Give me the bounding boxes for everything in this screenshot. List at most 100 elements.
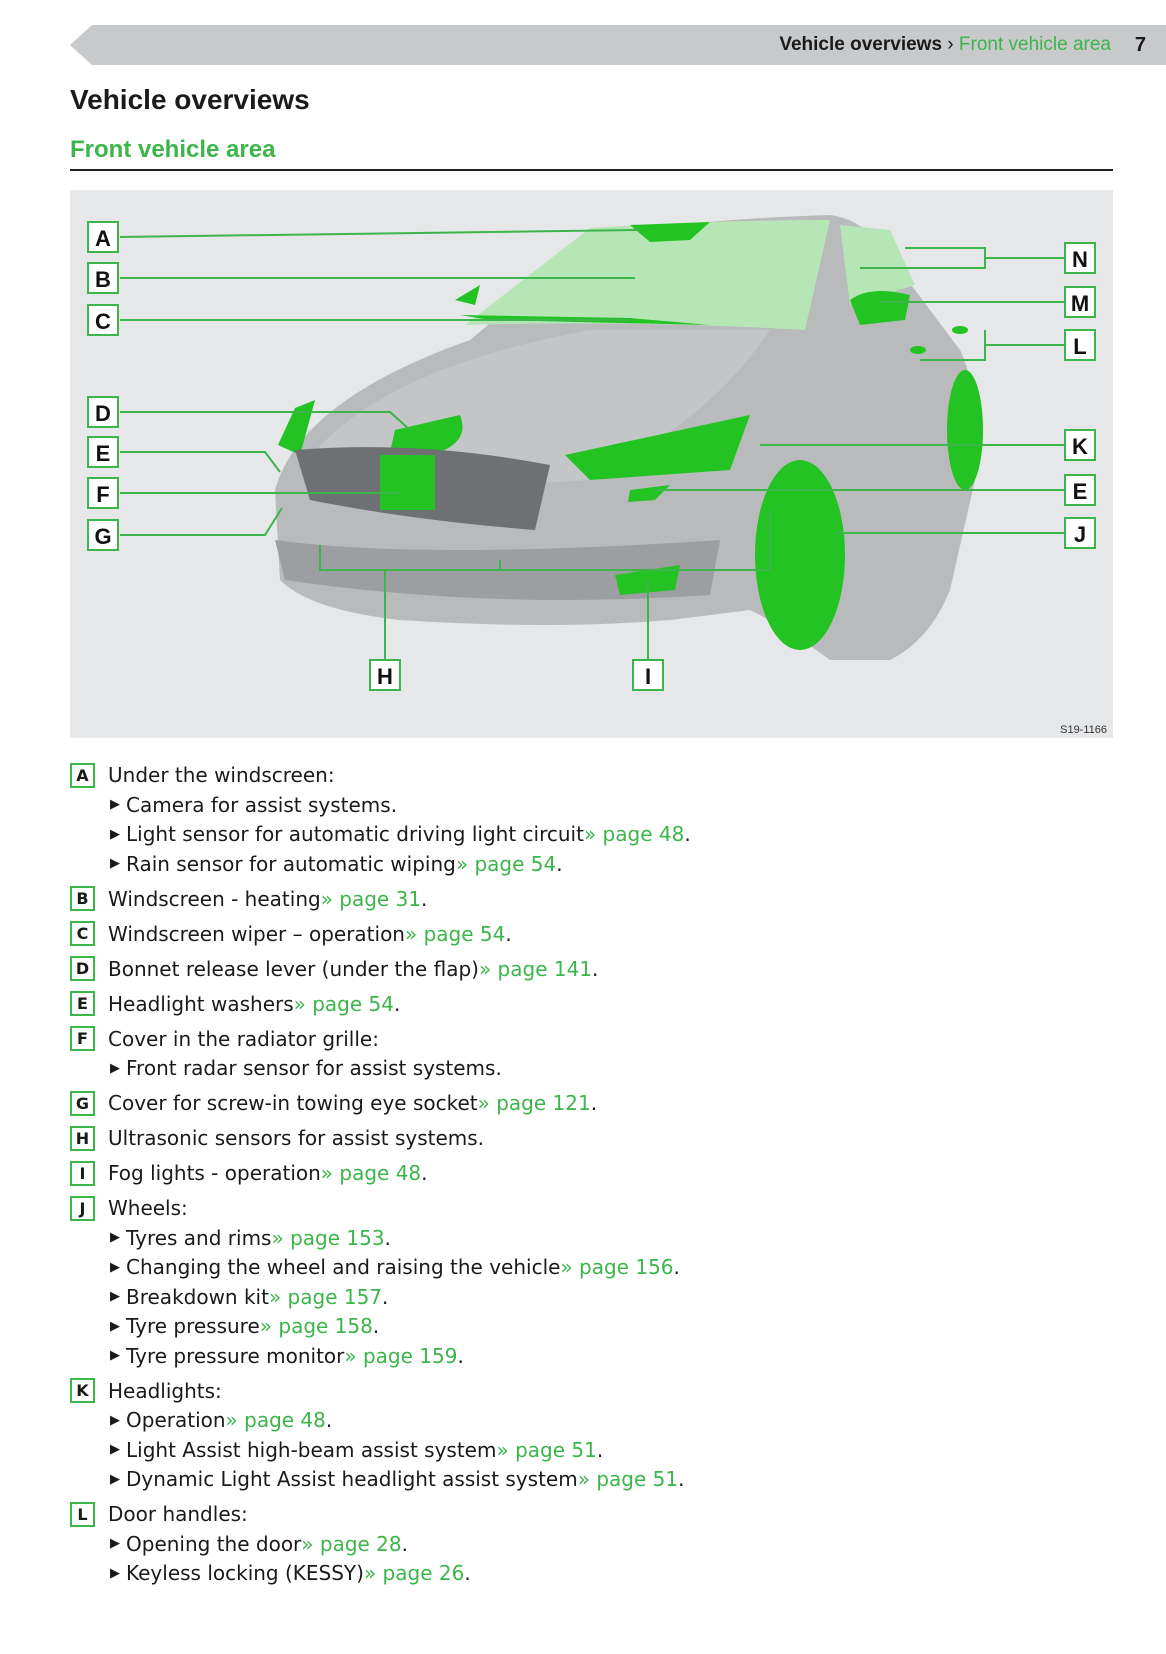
- letter-badge: H: [70, 1125, 95, 1151]
- bullet-triangle-icon: ▶: [110, 826, 120, 842]
- svg-text:E: E: [1073, 479, 1088, 504]
- breadcrumb-section[interactable]: Vehicle overviews: [779, 34, 943, 55]
- item-text: Headlights:: [108, 1378, 222, 1403]
- bullet-triangle-icon: ▶: [110, 1318, 120, 1334]
- page-link[interactable]: » page 51: [577, 1467, 679, 1492]
- punctuation: .: [678, 1467, 685, 1492]
- item-text: Tyre pressure monitor: [126, 1343, 345, 1368]
- punctuation: .: [457, 1343, 464, 1368]
- legend-item: F Cover in the radiator grille:: [70, 1024, 1070, 1054]
- legend-subitem: ▶ Keyless locking (KESSY)» page 26.: [70, 1559, 1070, 1589]
- legend-item: G Cover for screw-in towing eye socket » …: [70, 1088, 1070, 1118]
- callout-F: F: [87, 477, 119, 509]
- door-handle-highlight: [952, 326, 968, 334]
- legend-subitem: ▶ Opening the door » page 28.: [70, 1529, 1070, 1559]
- page-link[interactable]: » page 121: [477, 1091, 591, 1115]
- page-link[interactable]: » page 54: [455, 851, 557, 876]
- page-link[interactable]: » page 51: [496, 1437, 597, 1462]
- letter-badge: B: [70, 886, 95, 911]
- legend-item: A Under the windscreen:: [70, 760, 1070, 790]
- letter-badge: D: [70, 956, 95, 981]
- svg-text:B: B: [95, 267, 111, 292]
- callout-C: C: [87, 304, 119, 336]
- legend-subitem: ▶ Tyres and rims » page 153.: [70, 1223, 1070, 1253]
- item-text: Windscreen wiper – operation: [108, 921, 405, 946]
- rear-wheel-highlight: [947, 370, 983, 490]
- punctuation: .: [382, 1284, 389, 1309]
- figure-id: S19-1166: [1060, 724, 1107, 736]
- punctuation: .: [464, 1561, 471, 1586]
- item-text: Tyre pressure: [126, 1314, 260, 1339]
- page-link[interactable]: » page 48: [225, 1408, 326, 1433]
- section-title: Front vehicle area: [70, 136, 276, 163]
- page-link[interactable]: » page 157: [268, 1284, 383, 1309]
- callouts: A B C D E F G N M L K E J H I: [87, 221, 1096, 691]
- car-drawing: A B C D E F G N M L K E J H I: [87, 215, 1096, 691]
- letter-badge: I: [70, 1160, 95, 1186]
- legend-item: L Door handles:: [70, 1499, 1070, 1529]
- callout-J: J: [1064, 517, 1096, 549]
- item-text: Headlight washers: [108, 991, 294, 1016]
- legend-subitem: ▶ Camera for assist systems.: [70, 790, 1070, 820]
- callout-K: K: [1064, 429, 1096, 461]
- bullet-triangle-icon: ▶: [110, 1536, 120, 1552]
- item-text: Cover for screw-in towing eye socket: [108, 1091, 478, 1115]
- callout-M: M: [1064, 286, 1096, 318]
- bullet-triangle-icon: ▶: [110, 1565, 120, 1581]
- item-text: Camera for assist systems.: [126, 792, 398, 817]
- punctuation: .: [384, 1225, 391, 1250]
- item-text: Ultrasonic sensors for assist systems.: [108, 1126, 485, 1150]
- radar-cover-highlight: [380, 455, 435, 510]
- svg-text:K: K: [1072, 434, 1088, 459]
- bullet-triangle-icon: ▶: [110, 856, 120, 872]
- page-link[interactable]: » page 31: [320, 886, 422, 911]
- page-link[interactable]: » page 156: [560, 1255, 674, 1280]
- door-handle-highlight: [910, 346, 926, 354]
- bullet-triangle-icon: ▶: [110, 797, 120, 813]
- item-text: Breakdown kit: [126, 1284, 269, 1309]
- legend-subitem: ▶ Front radar sensor for assist systems.: [70, 1054, 1070, 1084]
- page-link[interactable]: » page 28: [301, 1531, 402, 1556]
- headlight-right-highlight: [565, 415, 750, 480]
- item-text: Light Assist high-beam assist system: [126, 1437, 497, 1462]
- callout-E: E: [87, 436, 119, 468]
- page-link[interactable]: » page 159: [344, 1343, 458, 1368]
- page-link[interactable]: » page 48: [320, 1161, 422, 1185]
- page-link[interactable]: » page 26: [363, 1561, 465, 1586]
- page-link[interactable]: » page 54: [293, 991, 394, 1016]
- mirror-right-highlight: [850, 291, 910, 325]
- letter-badge: C: [70, 921, 95, 946]
- bullet-triangle-icon: ▶: [110, 1060, 120, 1076]
- legend-subitem: ▶ Tyre pressure monitor » page 159.: [70, 1341, 1070, 1371]
- punctuation: .: [394, 991, 401, 1016]
- breadcrumb: Vehicle overviews › Front vehicle area: [779, 25, 1111, 65]
- item-text: Changing the wheel and raising the vehic…: [126, 1255, 561, 1280]
- legend-subitem: ▶ Operation » page 48.: [70, 1406, 1070, 1436]
- page-link[interactable]: » page 158: [259, 1314, 373, 1339]
- page-link[interactable]: » page 48: [583, 822, 685, 847]
- callout-G: G: [87, 519, 119, 551]
- punctuation: .: [325, 1408, 333, 1433]
- punctuation: .: [673, 1255, 680, 1280]
- callout-B: B: [87, 262, 119, 294]
- breadcrumb-current: Front vehicle area: [958, 34, 1111, 55]
- windscreen-highlight: [465, 220, 830, 330]
- svg-text:G: G: [94, 524, 111, 549]
- page-link[interactable]: » page 141: [478, 956, 593, 981]
- page-link[interactable]: » page 54: [404, 921, 506, 946]
- bullet-triangle-icon: ▶: [110, 1230, 120, 1246]
- svg-text:C: C: [95, 309, 111, 334]
- page-link[interactable]: » page 153: [271, 1225, 385, 1250]
- punctuation: .: [505, 921, 512, 946]
- legend-list: A Under the windscreen: ▶ Camera for assist…: [70, 755, 1070, 1588]
- punctuation: .: [401, 1531, 408, 1556]
- bullet-triangle-icon: ▶: [110, 1348, 120, 1364]
- legend-item: K Headlights:: [70, 1376, 1070, 1406]
- callout-A: A: [87, 221, 119, 253]
- item-text: Dynamic Light Assist headlight assist sy…: [126, 1467, 578, 1492]
- leader-lines: [119, 229, 1065, 660]
- legend-subitem: ▶ Dynamic Light Assist headlight assist s…: [70, 1465, 1070, 1495]
- legend-subitem: ▶ Tyre pressure » page 158.: [70, 1312, 1070, 1342]
- punctuation: .: [556, 851, 563, 876]
- svg-text:M: M: [1071, 291, 1089, 316]
